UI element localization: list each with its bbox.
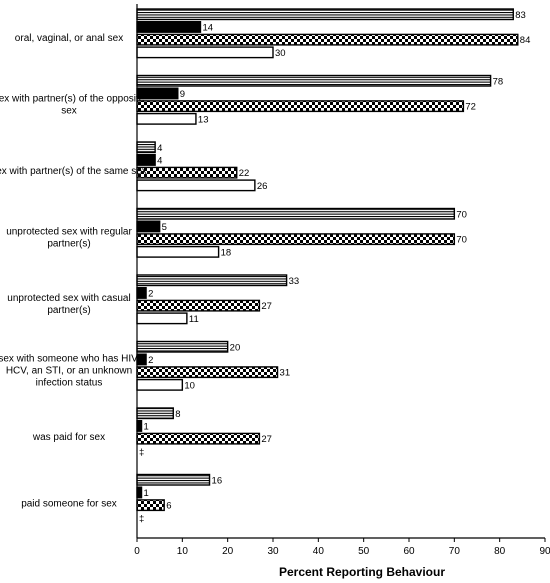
category-label: paid someone for sex <box>21 498 117 509</box>
bar-value-label: 4 <box>157 143 162 154</box>
bar-s1-c4 <box>136 207 456 220</box>
bar-value-label: 18 <box>221 247 232 258</box>
bar-value-label: 83 <box>515 10 526 21</box>
bar-value-label: 22 <box>239 168 250 179</box>
bar-value-label: 1 <box>144 488 149 499</box>
bar-s2-c4 <box>136 220 161 233</box>
bar-s1-c6 <box>136 340 229 353</box>
bar-s1-c7 <box>136 407 174 420</box>
bar-s1-c8 <box>136 473 211 486</box>
bar-s1-c3 <box>136 141 156 154</box>
bar-s4-c5 <box>136 312 188 325</box>
bar-s2-c7 <box>136 420 143 432</box>
x-tick-label: 70 <box>449 546 461 557</box>
bar-value-label: 20 <box>230 342 241 353</box>
x-tick-label: 90 <box>539 546 550 557</box>
bar-value-label: 5 <box>162 222 167 233</box>
x-axis: 0 10 20 30 40 50 60 70 80 90 <box>134 4 550 557</box>
bar-value-label: ‡ <box>139 513 144 524</box>
bar-s4-c3 <box>136 179 256 192</box>
plot-area: 8314843078972134422267057018332271120231… <box>136 8 531 524</box>
bar-s3-c6 <box>136 366 279 379</box>
bar-s1-c5 <box>136 274 288 287</box>
bar-value-label: 26 <box>257 181 268 192</box>
bar-value-label: 11 <box>189 314 199 325</box>
bar-value-label: 78 <box>493 76 504 87</box>
bar-value-label: 27 <box>261 434 272 445</box>
bar-value-label: 2 <box>148 355 153 366</box>
bar-s2-c3 <box>136 153 156 166</box>
x-tick-label: 40 <box>313 546 325 557</box>
bar-value-label: 13 <box>198 114 209 125</box>
category-label: partner(s) <box>47 305 90 316</box>
x-tick-label: 60 <box>403 546 415 557</box>
bar-s3-c7 <box>136 432 261 445</box>
bar-value-label: 4 <box>157 155 162 166</box>
category-label: unprotected sex with casual <box>7 293 130 304</box>
x-tick-label: 50 <box>358 546 370 557</box>
x-tick-label: 20 <box>222 546 234 557</box>
bar-value-label: 10 <box>184 380 195 391</box>
bar-value-label: 9 <box>180 89 185 100</box>
bar-value-label: 6 <box>166 501 171 512</box>
category-label: infection status <box>36 377 103 388</box>
bar-value-label: 14 <box>202 22 213 33</box>
bar-s1-c2 <box>136 74 492 87</box>
bar-s1-c1 <box>136 8 514 21</box>
bar-value-label: 30 <box>275 48 286 59</box>
x-tick-label: 0 <box>134 546 140 557</box>
bar-value-label: 1 <box>144 421 149 432</box>
bar-value-label: 31 <box>280 368 291 379</box>
category-label: oral, vaginal, or anal sex <box>15 33 123 44</box>
bar-value-label: 70 <box>456 209 467 220</box>
bar-s3-c8 <box>136 499 165 512</box>
bar-s4-c2 <box>136 112 197 125</box>
bar-s4-c4 <box>136 245 220 258</box>
bar-value-label: 27 <box>261 301 272 312</box>
category-label: HCV, an STI, or an unknown <box>6 365 132 376</box>
category-label: was paid for sex <box>32 432 105 443</box>
bar-s4-c6 <box>136 378 184 391</box>
bar-s2-c8 <box>136 486 143 499</box>
bar-s2-c5 <box>136 287 147 299</box>
bar-s3-c3 <box>136 166 238 179</box>
bar-s3-c1 <box>136 33 519 46</box>
category-label: sex <box>61 105 77 116</box>
bar-s3-c2 <box>136 100 465 113</box>
bar-value-label: 72 <box>465 102 476 113</box>
bar-s3-c5 <box>136 299 261 312</box>
bar-value-label: 33 <box>289 276 300 287</box>
x-tick-label: 30 <box>267 546 279 557</box>
bar-value-label: 8 <box>175 409 180 420</box>
bar-value-label: 2 <box>148 288 153 299</box>
x-axis-title: Percent Reporting Behaviour <box>279 565 445 579</box>
bar-value-label: 16 <box>212 475 223 486</box>
category-label: partner(s) <box>47 238 90 249</box>
bar-s4-c1 <box>136 46 274 59</box>
bar-value-label: 70 <box>456 235 467 246</box>
category-label: sex with someone who has HIV, <box>0 353 140 364</box>
bar-value-label: ‡ <box>139 447 144 458</box>
x-tick-label: 10 <box>177 546 189 557</box>
category-label: sex with partner(s) of the opposite <box>0 93 145 104</box>
x-tick-label: 80 <box>494 546 506 557</box>
category-labels: oral, vaginal, or anal sex sex with partn… <box>0 33 147 510</box>
category-label: sex with partner(s) of the same sex <box>0 166 147 177</box>
bar-s3-c4 <box>136 233 456 246</box>
bar-s2-c1 <box>136 21 202 33</box>
category-label: unprotected sex with regular <box>6 226 132 237</box>
bar-value-label: 84 <box>520 35 531 46</box>
